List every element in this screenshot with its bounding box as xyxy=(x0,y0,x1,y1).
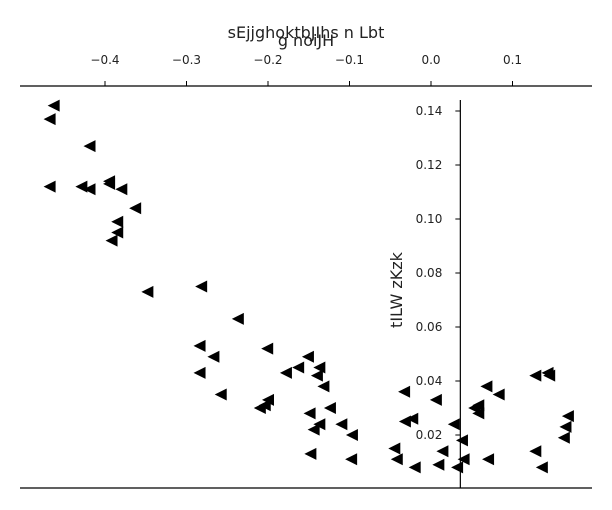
y-tick-label: 0.14 xyxy=(416,104,443,118)
scatter-point xyxy=(559,420,572,433)
scatter-point xyxy=(47,99,60,112)
scatter-point xyxy=(557,431,570,444)
scatter-point xyxy=(335,418,348,431)
y-tick-label: 0.08 xyxy=(416,266,443,280)
scatter-point xyxy=(455,434,468,447)
scatter-point xyxy=(129,202,142,215)
scatter-point xyxy=(447,418,460,431)
scatter-point xyxy=(195,280,208,293)
scatter-point xyxy=(253,402,266,414)
scatter-point xyxy=(561,410,574,423)
scatter-point xyxy=(193,339,206,352)
scatter-point xyxy=(323,402,336,414)
scatter-point xyxy=(301,350,314,363)
y-tick-label: 0.04 xyxy=(416,374,443,388)
x-axis-title-line-2: g noiJH xyxy=(278,31,334,50)
scatter-point xyxy=(492,388,505,401)
scatter-point xyxy=(345,453,358,466)
scatter-point xyxy=(436,445,449,458)
x-tick-label: −0.3 xyxy=(172,53,201,67)
scatter-point xyxy=(307,423,320,436)
x-tick-label: 0.1 xyxy=(503,53,522,67)
scatter-point xyxy=(75,180,88,193)
scatter-point xyxy=(292,361,305,374)
scatter-point xyxy=(529,369,542,382)
scatter-point xyxy=(43,180,56,193)
scatter-point xyxy=(193,366,206,379)
scatter-point xyxy=(457,453,470,466)
scatter-point xyxy=(141,285,154,298)
x-tick-label: 0.0 xyxy=(421,53,440,67)
scatter-point xyxy=(310,369,323,382)
scatter-point xyxy=(83,183,96,196)
scatter-point xyxy=(111,226,124,239)
scatter-point xyxy=(317,380,330,393)
scatter-point xyxy=(105,234,118,247)
scatter-point xyxy=(231,312,244,325)
scatter-point xyxy=(262,393,274,406)
scatter-point xyxy=(472,407,485,420)
scatter-point xyxy=(304,447,317,460)
scatter-point xyxy=(303,407,316,420)
x-tick-label: −0.2 xyxy=(253,53,282,67)
y-axis: 0.02 0.04 0.06 0.08 0.10 0.12 0.14 xyxy=(416,100,461,488)
y-tick-label: 0.02 xyxy=(416,428,443,442)
y-tick-label: 0.06 xyxy=(416,320,443,334)
y-tick-label: 0.10 xyxy=(416,212,443,226)
scatter-point xyxy=(451,461,464,474)
x-tick-label: −0.1 xyxy=(335,53,364,67)
scatter-point xyxy=(398,415,411,428)
scatter-point xyxy=(43,113,56,126)
scatter-point xyxy=(115,183,128,196)
scatter-point xyxy=(529,445,542,458)
scatter-point xyxy=(103,177,116,190)
scatter-point xyxy=(406,412,419,425)
scatter-point xyxy=(261,342,274,355)
scatter-point xyxy=(214,388,227,401)
y-axis-title: tILW zKzk xyxy=(387,251,406,328)
scatter-point xyxy=(207,350,220,363)
scatter-point xyxy=(480,380,493,393)
scatter-point xyxy=(408,461,421,474)
scatter-point xyxy=(390,453,403,466)
scatter-point xyxy=(111,215,124,228)
data-markers xyxy=(43,99,574,474)
scatter-point xyxy=(535,461,548,474)
scatter-point xyxy=(279,366,292,379)
scatter-point xyxy=(429,393,442,406)
x-axis-title: sEjjghoktbJIhs n Lbt xyxy=(228,23,385,42)
scatter-point xyxy=(398,385,411,398)
x-axis: −0.4 −0.3 −0.2 −0.1 0.0 0.1 xyxy=(20,53,592,489)
x-tick-label: −0.4 xyxy=(90,53,119,67)
scatter-point xyxy=(345,429,358,441)
scatter-point xyxy=(388,442,401,455)
y-tick-label: 0.12 xyxy=(416,158,443,172)
scatter-point xyxy=(472,399,485,412)
scatter-point xyxy=(482,453,495,466)
scatter-point xyxy=(83,140,96,153)
scatter-point xyxy=(543,369,556,382)
scatter-point xyxy=(432,458,445,471)
